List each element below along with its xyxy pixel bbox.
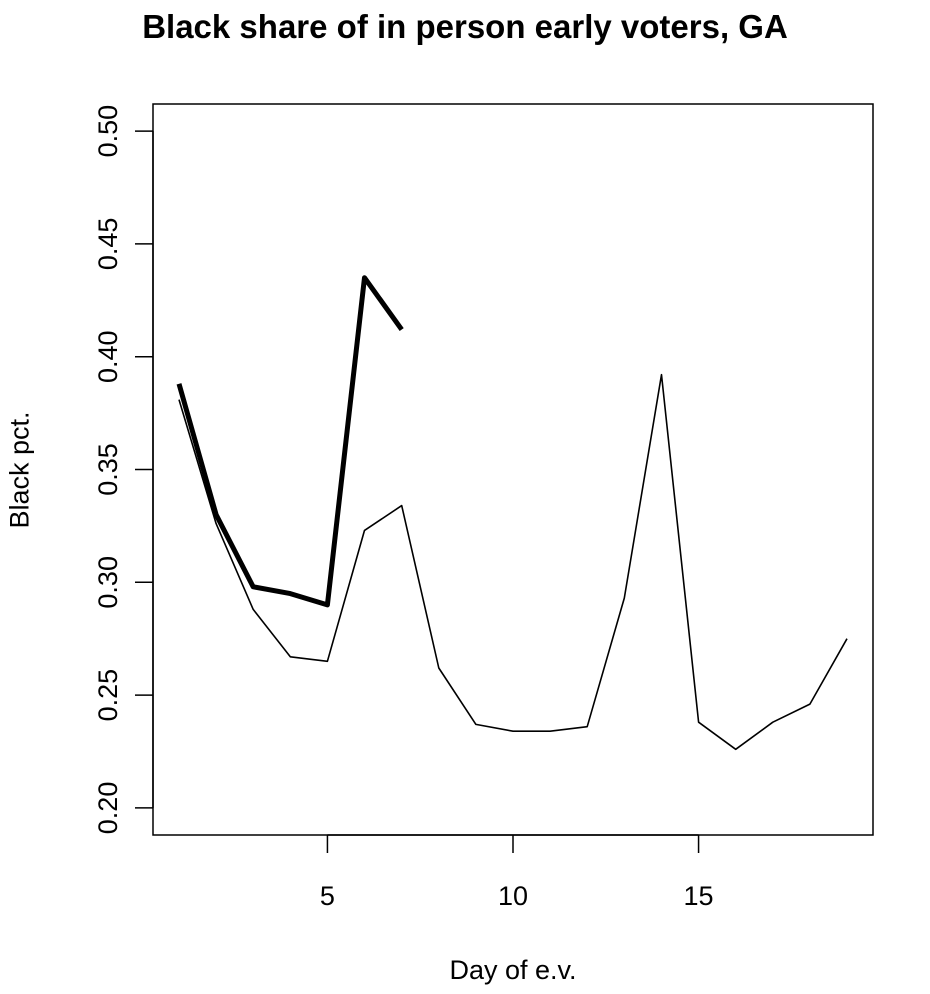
series-line-thick [176, 275, 404, 608]
y-tick-label: 0.50 [93, 105, 123, 158]
y-tick-label: 0.20 [93, 782, 123, 835]
y-tick-label: 0.35 [93, 443, 123, 496]
series-layer [176, 275, 848, 751]
chart-title: Black share of in person early voters, G… [142, 8, 788, 45]
x-axis: 5 10 15 [320, 834, 714, 911]
y-axis-label: Black pct. [4, 411, 35, 529]
x-axis-label: Day of e.v. [449, 955, 577, 985]
series-line-thin [178, 373, 848, 751]
x-tick-label: 10 [498, 881, 528, 911]
y-tick-label: 0.45 [93, 218, 123, 271]
x-tick-label: 5 [320, 881, 335, 911]
y-tick-label: 0.30 [93, 556, 123, 609]
y-axis: 0.20 0.25 0.30 0.35 0.40 0.45 0.50 [93, 105, 154, 835]
y-tick-label: 0.25 [93, 669, 123, 722]
y-tick-label: 0.40 [93, 330, 123, 383]
plot-frame [152, 103, 874, 836]
x-tick-label: 15 [684, 881, 714, 911]
